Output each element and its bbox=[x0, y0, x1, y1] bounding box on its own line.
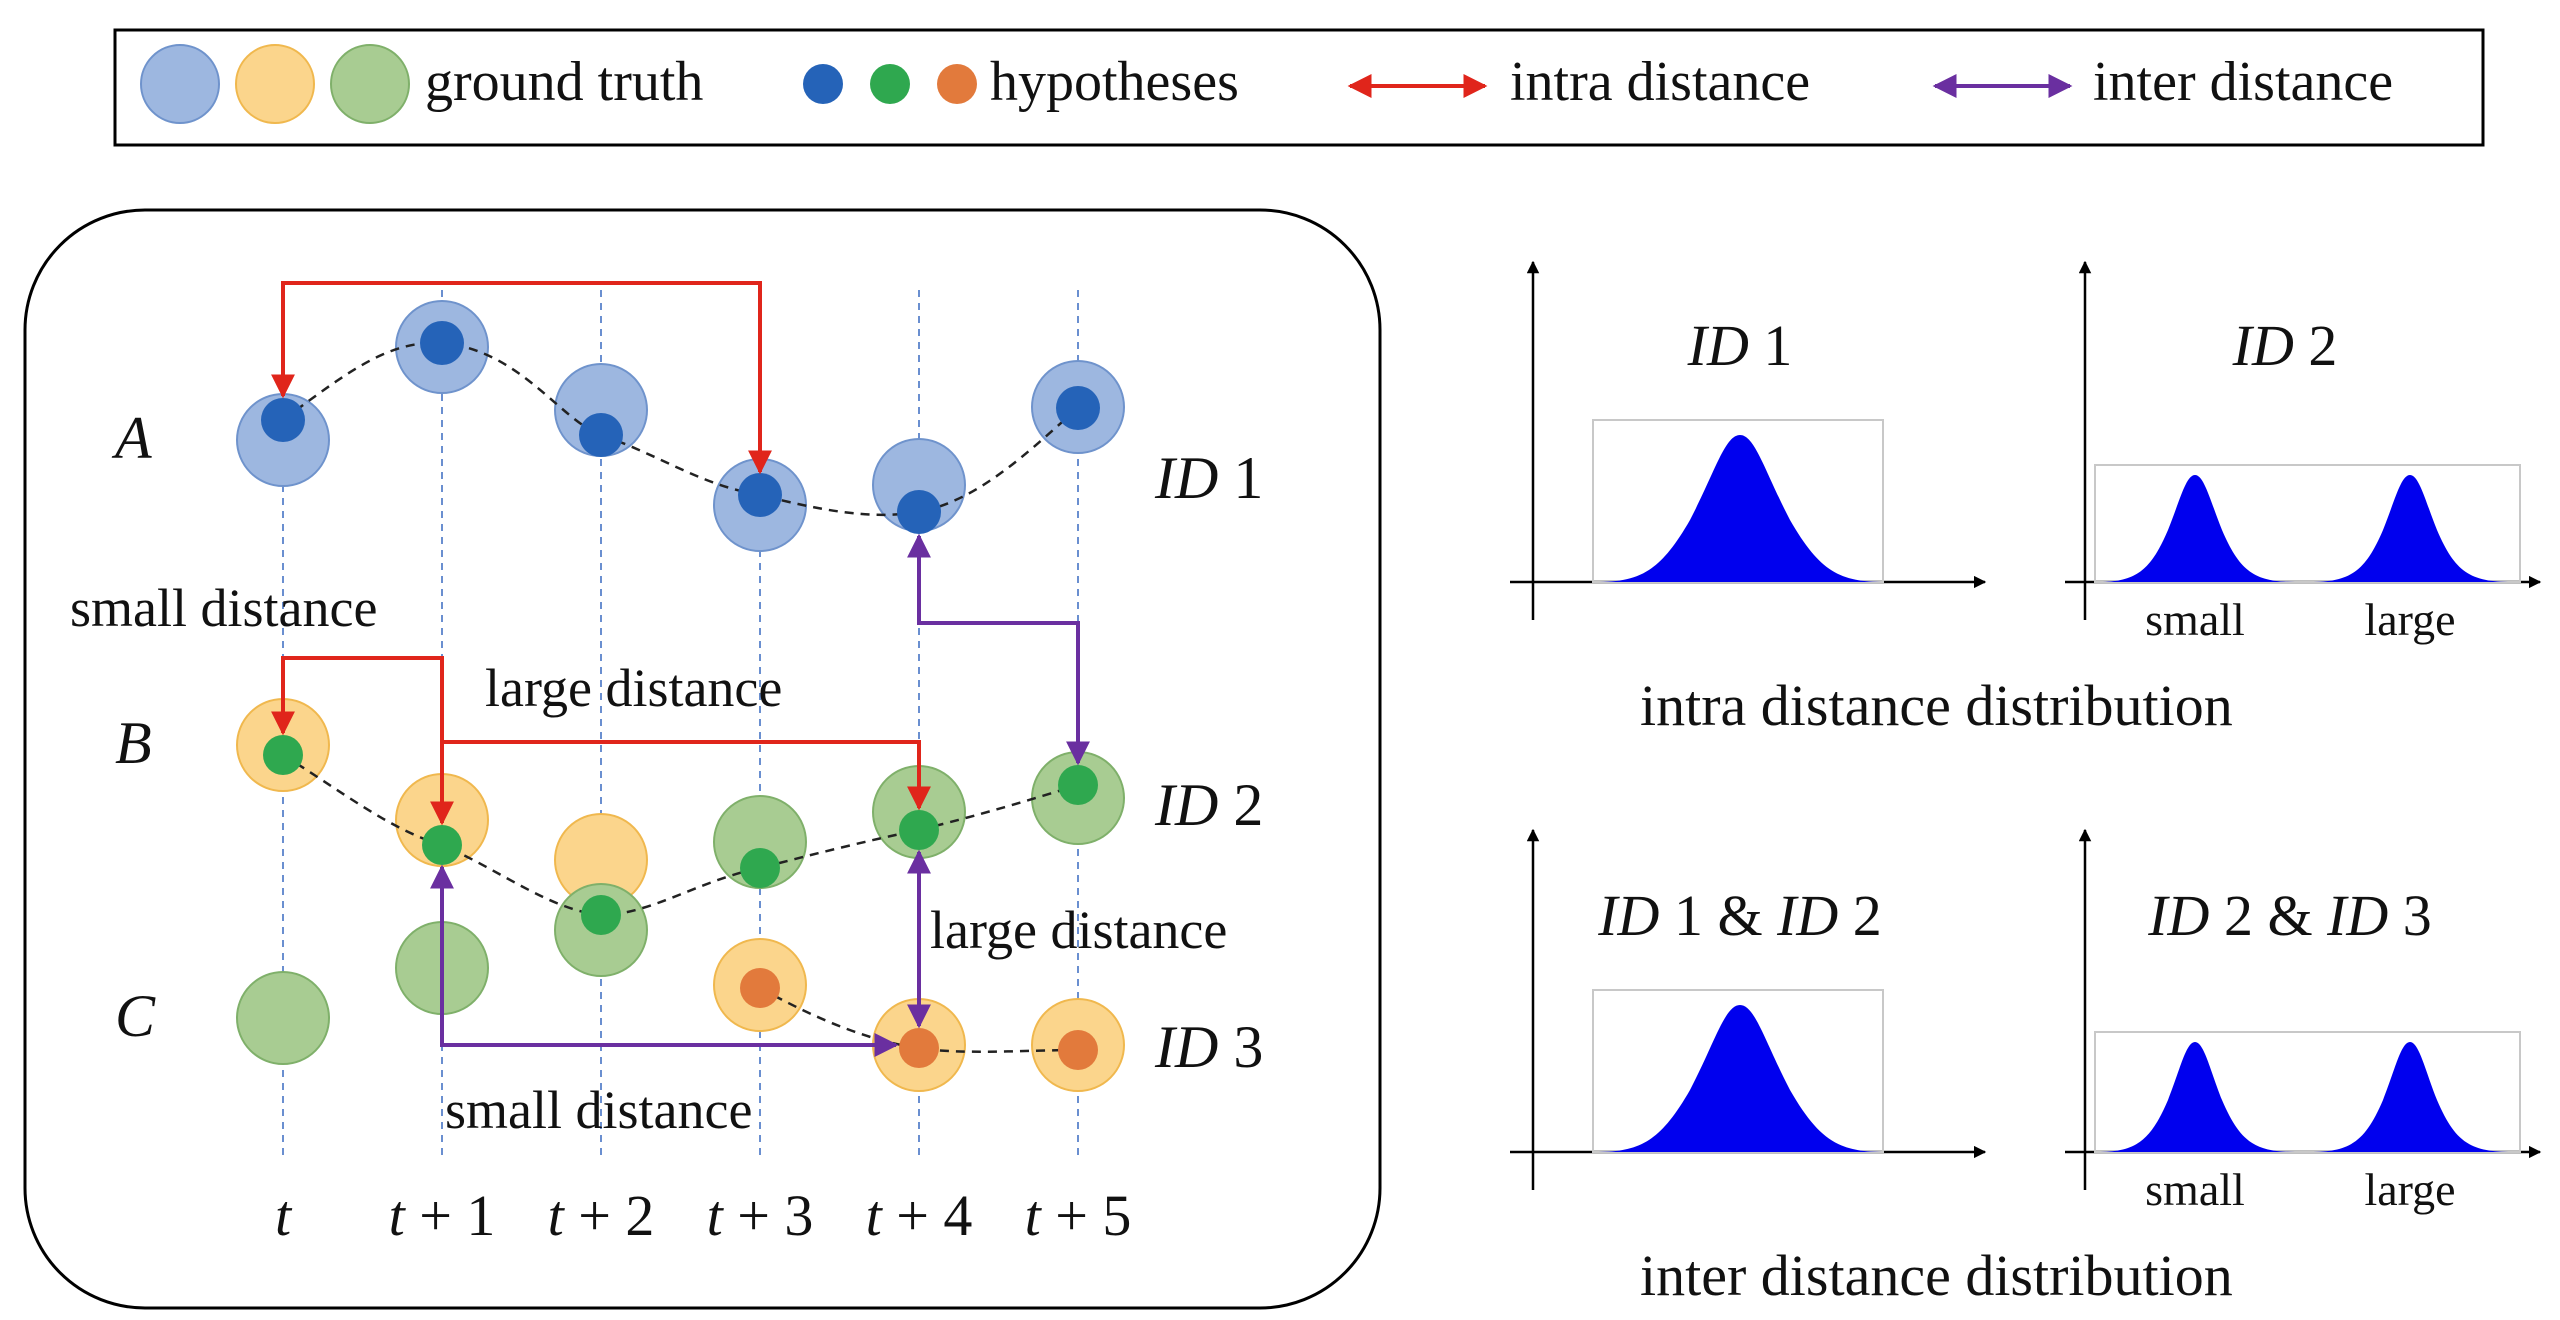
hyp-dot bbox=[899, 810, 939, 850]
time-label: t + 3 bbox=[707, 1183, 814, 1248]
plot-large-label: large bbox=[2364, 1164, 2455, 1215]
hyp-dot bbox=[422, 825, 462, 865]
row-label-b: B bbox=[115, 710, 152, 776]
plot-small-label: small bbox=[2145, 594, 2245, 645]
distribution-peak bbox=[2310, 1042, 2512, 1152]
plot-frame bbox=[2094, 1031, 2521, 1153]
distribution-peak bbox=[2097, 475, 2295, 582]
id-label-2: ID 2 bbox=[1154, 772, 1263, 838]
row-label-a: A bbox=[111, 405, 152, 471]
legend-hyp-orange-dot bbox=[937, 64, 977, 104]
hyp-dot bbox=[740, 848, 780, 888]
inter-arrow-id1-id2 bbox=[907, 533, 1090, 766]
hyp-dot bbox=[420, 321, 464, 365]
annotation-large-distance-right: large distance bbox=[930, 900, 1227, 960]
intra-distribution-caption: intra distance distribution bbox=[1640, 673, 2233, 738]
inter-arrow-id2-id3-small bbox=[430, 864, 899, 1057]
legend-hyp-blue-dot bbox=[803, 64, 843, 104]
hyp-dot bbox=[1058, 1030, 1098, 1070]
inter-arrows bbox=[430, 533, 1090, 1057]
time-label: t + 5 bbox=[1025, 1183, 1132, 1248]
plot-title: ID 1 & ID 2 bbox=[1597, 883, 1882, 948]
gt-circle bbox=[236, 971, 330, 1065]
plot-large-label: large bbox=[2364, 594, 2455, 645]
hyp-dot bbox=[581, 895, 621, 935]
distribution-peak bbox=[1595, 435, 1885, 582]
plot-frame bbox=[2094, 464, 2521, 583]
row-label-c: C bbox=[115, 983, 156, 1049]
legend-ground-truth-label: ground truth bbox=[425, 51, 703, 113]
time-label: t + 2 bbox=[548, 1183, 655, 1248]
distribution-plots: ID 1 ID 2 small large intra distance dis… bbox=[1510, 260, 2542, 1308]
annotation-large-distance-mid: large distance bbox=[485, 658, 782, 718]
annotation-small-distance-bottom: small distance bbox=[445, 1080, 752, 1140]
legend-gt-green-circle bbox=[330, 44, 410, 124]
annotation-small-distance-top: small distance bbox=[70, 578, 377, 638]
hyp-dot bbox=[1058, 765, 1098, 805]
legend-gt-blue-circle bbox=[140, 44, 220, 124]
plot-small-label: small bbox=[2145, 1164, 2245, 1215]
plot-title: ID 2 & ID 3 bbox=[2147, 883, 2432, 948]
intra-arrow-id1 bbox=[271, 281, 772, 475]
plot-inter-id1-id2: ID 1 & ID 2 bbox=[1510, 828, 1987, 1190]
legend-box bbox=[113, 28, 2485, 147]
legend-hypotheses-label: hypotheses bbox=[990, 51, 1239, 113]
trajectory-id3 bbox=[759, 986, 1078, 1052]
plot-inter-id2-id3: ID 2 & ID 3 small large bbox=[2065, 828, 2542, 1215]
plot-title: ID 1 bbox=[1687, 313, 1793, 378]
hyp-dot bbox=[261, 398, 305, 442]
legend-hyp-green-dot bbox=[870, 64, 910, 104]
id-label-1: ID 1 bbox=[1154, 445, 1263, 511]
plot-intra-id1: ID 1 bbox=[1510, 260, 1987, 620]
time-label-t: t bbox=[275, 1183, 293, 1248]
hyp-dot bbox=[899, 1028, 939, 1068]
plot-title: ID 2 bbox=[2232, 313, 2338, 378]
inter-distribution-caption: inter distance distribution bbox=[1640, 1243, 2233, 1308]
hyp-dot bbox=[897, 490, 941, 534]
tracking-panel: A B C ID 1 ID 2 ID 3 small distance larg… bbox=[23, 208, 1382, 1310]
hyp-dot bbox=[263, 735, 303, 775]
id-label-3: ID 3 bbox=[1154, 1014, 1263, 1080]
time-label: t + 1 bbox=[389, 1183, 496, 1248]
distribution-peak bbox=[2310, 475, 2512, 582]
hyp-dot bbox=[579, 413, 623, 457]
hyp-dot bbox=[740, 968, 780, 1008]
hyp-dot bbox=[738, 473, 782, 517]
legend-gt-yellow-circle bbox=[235, 44, 315, 124]
intra-arrows bbox=[271, 281, 931, 826]
legend: ground truth hypotheses intra distance i… bbox=[113, 28, 2485, 147]
time-label: t + 4 bbox=[866, 1183, 973, 1248]
plot-intra-id2: ID 2 small large bbox=[2065, 260, 2542, 645]
intra-arrow-id2-large bbox=[440, 740, 931, 823]
legend-intra-label: intra distance bbox=[1510, 51, 1810, 113]
tracking-panel-frame bbox=[23, 208, 1382, 1310]
hyp-dot bbox=[1056, 386, 1100, 430]
distribution-peak bbox=[2097, 1042, 2295, 1152]
legend-inter-label: inter distance bbox=[2093, 51, 2393, 113]
distribution-peak bbox=[1595, 1005, 1885, 1152]
